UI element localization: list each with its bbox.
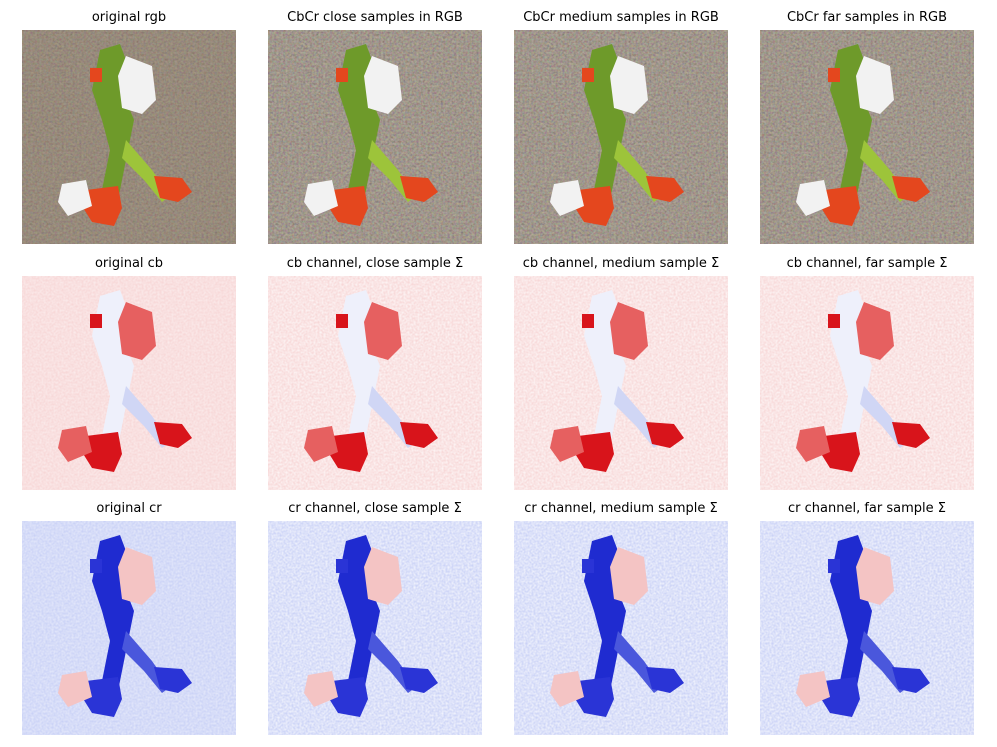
panel-title: CbCr far samples in RGB bbox=[787, 10, 947, 25]
frog-body bbox=[92, 535, 134, 699]
frog-head bbox=[610, 302, 648, 360]
panel-title: original rgb bbox=[92, 10, 166, 25]
frog-head bbox=[118, 56, 156, 114]
frog-foot bbox=[646, 176, 684, 202]
frog-head bbox=[118, 302, 156, 360]
frog-foot bbox=[328, 677, 368, 717]
frog-head bbox=[610, 547, 648, 605]
frog-hand bbox=[550, 426, 584, 462]
frog-body bbox=[338, 44, 380, 208]
frog-eye bbox=[336, 559, 348, 573]
frog-foot bbox=[646, 667, 684, 693]
frog-eye bbox=[336, 314, 348, 328]
frog-hand bbox=[58, 180, 92, 216]
frog-head bbox=[856, 56, 894, 114]
image-panel bbox=[514, 521, 728, 735]
frog-foot bbox=[892, 667, 930, 693]
image-panel bbox=[514, 30, 728, 244]
frog-body bbox=[830, 290, 872, 454]
frog-foot bbox=[892, 422, 930, 448]
frog-foot bbox=[574, 677, 614, 717]
frog-body bbox=[584, 535, 626, 699]
frog-foot bbox=[892, 176, 930, 202]
frog-body bbox=[92, 290, 134, 454]
frog-hand bbox=[550, 671, 584, 707]
frog-foot bbox=[646, 422, 684, 448]
frog-head bbox=[364, 56, 402, 114]
image-panel bbox=[268, 521, 482, 735]
frog-hand bbox=[304, 671, 338, 707]
frog-foot bbox=[82, 677, 122, 717]
frog-foot bbox=[154, 176, 192, 202]
image-panel bbox=[22, 521, 236, 735]
frog-foot bbox=[574, 432, 614, 472]
frog-foot bbox=[154, 422, 192, 448]
frog-body bbox=[830, 44, 872, 208]
frog-eye bbox=[828, 314, 840, 328]
frog-foot bbox=[82, 186, 122, 226]
frog-foot bbox=[820, 186, 860, 226]
frog-body bbox=[92, 44, 134, 208]
frog-eye bbox=[582, 68, 594, 82]
frog-foot bbox=[328, 432, 368, 472]
panel-title: cr channel, close sample Σ bbox=[288, 501, 462, 516]
frog-foot bbox=[400, 176, 438, 202]
frog-eye bbox=[828, 559, 840, 573]
image-panel bbox=[760, 30, 974, 244]
frog-eye bbox=[336, 68, 348, 82]
frog-foot bbox=[574, 186, 614, 226]
image-panel bbox=[514, 276, 728, 490]
panel-title: cb channel, medium sample Σ bbox=[523, 256, 719, 271]
image-panel bbox=[268, 276, 482, 490]
frog-body bbox=[584, 290, 626, 454]
frog-head bbox=[610, 56, 648, 114]
image-panel bbox=[760, 276, 974, 490]
frog-eye bbox=[582, 559, 594, 573]
frog-hand bbox=[796, 426, 830, 462]
frog-head bbox=[364, 302, 402, 360]
frog-head bbox=[856, 547, 894, 605]
frog-eye bbox=[828, 68, 840, 82]
image-panel bbox=[22, 30, 236, 244]
frog-hand bbox=[796, 180, 830, 216]
panel-title: CbCr medium samples in RGB bbox=[523, 10, 719, 25]
frog-foot bbox=[820, 432, 860, 472]
panel-title: cr channel, far sample Σ bbox=[788, 501, 946, 516]
frog-eye bbox=[90, 559, 102, 573]
frog-hand bbox=[304, 426, 338, 462]
frog-hand bbox=[550, 180, 584, 216]
frog-foot bbox=[820, 677, 860, 717]
frog-body bbox=[830, 535, 872, 699]
frog-hand bbox=[58, 671, 92, 707]
frog-head bbox=[856, 302, 894, 360]
panel-title: original cb bbox=[95, 256, 163, 271]
frog-body bbox=[338, 290, 380, 454]
panel-title: cb channel, close sample Σ bbox=[287, 256, 463, 271]
frog-body bbox=[338, 535, 380, 699]
frog-head bbox=[364, 547, 402, 605]
frog-head bbox=[118, 547, 156, 605]
image-panel bbox=[268, 30, 482, 244]
frog-foot bbox=[400, 667, 438, 693]
frog-hand bbox=[304, 180, 338, 216]
frog-eye bbox=[582, 314, 594, 328]
image-panel bbox=[22, 276, 236, 490]
frog-eye bbox=[90, 314, 102, 328]
frog-eye bbox=[90, 68, 102, 82]
frog-foot bbox=[328, 186, 368, 226]
frog-foot bbox=[154, 667, 192, 693]
frog-body bbox=[584, 44, 626, 208]
frog-foot bbox=[82, 432, 122, 472]
panel-title: cr channel, medium sample Σ bbox=[524, 501, 718, 516]
image-panel bbox=[760, 521, 974, 735]
frog-hand bbox=[58, 426, 92, 462]
panel-title: cb channel, far sample Σ bbox=[787, 256, 948, 271]
frog-foot bbox=[400, 422, 438, 448]
frog-hand bbox=[796, 671, 830, 707]
panel-title: CbCr close samples in RGB bbox=[287, 10, 463, 25]
panel-title: original cr bbox=[96, 501, 162, 516]
